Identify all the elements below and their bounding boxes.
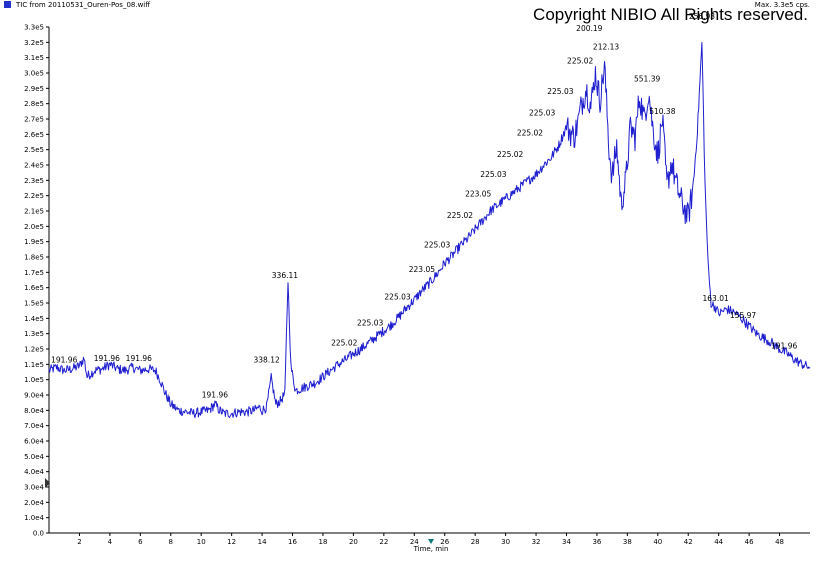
- y-tick-label: 1.9e5: [24, 238, 44, 246]
- peak-label: 191.96: [202, 391, 228, 400]
- y-tick-label: 1.7e5: [24, 269, 44, 277]
- x-tick-label: 6: [138, 538, 143, 546]
- x-tick-label: 30: [501, 538, 510, 546]
- x-tick-label: 16: [288, 538, 297, 546]
- y-tick-label: 1.6e5: [24, 284, 44, 292]
- series-legend-marker: [4, 1, 11, 8]
- tic-trace: [48, 42, 811, 419]
- x-tick-label: 26: [440, 538, 449, 546]
- y-tick-label: 1.4e5: [24, 315, 44, 323]
- y-tick-label: 5.0e4: [24, 453, 44, 461]
- y-tick-label: 1.5e5: [24, 300, 44, 308]
- x-tick-label: 22: [379, 538, 388, 546]
- y-tick-label: 2.4e5: [24, 162, 44, 170]
- x-tick-label: 2: [77, 538, 81, 546]
- peak-label: 510.38: [649, 107, 675, 116]
- y-tick-label: 7.0e4: [24, 422, 44, 430]
- x-tick-label: 32: [532, 538, 541, 546]
- peak-label: 336.11: [272, 271, 298, 280]
- peak-label: 225.02: [567, 56, 593, 65]
- y-tick-label: 1.2e5: [24, 346, 44, 354]
- peak-label: 155.97: [730, 311, 756, 320]
- peak-label: 225.03: [424, 240, 450, 249]
- x-tick-label: 8: [169, 538, 173, 546]
- peak-label: 200.19: [576, 24, 602, 33]
- peak-label: 223.05: [465, 190, 491, 199]
- x-tick-label: 24: [410, 538, 419, 546]
- peak-label: 551.39: [634, 75, 660, 84]
- peak-label: 191.96: [51, 355, 77, 364]
- peak-annotations: 191.96 191.96 191.96 191.96 338.12 336.11 225.…: [51, 12, 797, 400]
- y-tick-label: 2.9e5: [24, 85, 44, 93]
- y-tick-label: 1.3e5: [24, 330, 44, 338]
- x-tick-label: 44: [714, 538, 723, 546]
- x-tick-label: 46: [745, 538, 754, 546]
- peak-label: 338.12: [254, 355, 280, 364]
- current-time-marker-icon[interactable]: [428, 539, 434, 544]
- x-tick-label: 36: [592, 538, 601, 546]
- y-tick-label: 1.1e5: [24, 361, 44, 369]
- y-tick-label: 2.5e5: [24, 146, 44, 154]
- y-tick-label: 9.0e4: [24, 392, 44, 400]
- axes: [48, 27, 810, 534]
- peak-label: 191.96: [126, 354, 152, 363]
- peak-label: 225.02: [447, 211, 473, 220]
- x-tick-label: 4: [108, 538, 113, 546]
- peak-label: 225.02: [497, 150, 523, 159]
- peak-label: 225.03: [480, 170, 506, 179]
- peak-label: 225.03: [547, 87, 573, 96]
- x-tick-label: 14: [258, 538, 267, 546]
- peak-label: 225.03: [357, 319, 383, 328]
- y-tick-label: 4.0e4: [24, 468, 44, 476]
- peak-label: 212.13: [593, 43, 619, 52]
- y-tick-label: 2.0e5: [24, 223, 44, 231]
- peak-label: 225.02: [331, 338, 357, 347]
- x-tick-label: 38: [623, 538, 632, 546]
- peak-label: 225.03: [529, 108, 555, 117]
- y-tick-label: 2.6e5: [24, 131, 44, 139]
- x-ticks: 2 4 6 8 10 12 14 16 18 20 22 24 26 28 30 32 34 36 38 40 42 44…: [77, 533, 784, 546]
- y-tick-label: 8.0e4: [24, 407, 44, 415]
- x-tick-label: 10: [197, 538, 206, 546]
- y-tick-label: 0.0: [33, 530, 44, 538]
- x-tick-label: 40: [653, 538, 662, 546]
- x-tick-label: 34: [562, 538, 571, 546]
- y-tick-label: 2.1e5: [24, 208, 44, 216]
- y-tick-label: 3.3e5: [24, 24, 44, 32]
- peak-label: 225.02: [517, 128, 543, 137]
- y-tick-label: 3.0e4: [24, 484, 44, 492]
- x-axis-label: Time, min: [413, 545, 449, 553]
- y-tick-label: 2.0e4: [24, 499, 44, 507]
- y-tick-label: 1.0e5: [24, 376, 44, 384]
- peak-label: 191.96: [771, 342, 797, 351]
- y-ticks: 0.0 1.0e4 2.0e4 3.0e4 4.0e4 5.0e4 6.0e4 7.0e4 8.…: [24, 24, 49, 538]
- y-tick-label: 6.0e4: [24, 438, 44, 446]
- peak-label: 256.93: [689, 12, 715, 21]
- copyright-notice: Copyright NIBIO All Rights reserved.: [533, 5, 808, 24]
- y-tick-label: 3.0e5: [24, 70, 44, 78]
- y-tick-label: 2.8e5: [24, 100, 44, 108]
- x-tick-label: 28: [471, 538, 480, 546]
- threshold-arrow-icon[interactable]: [45, 478, 50, 488]
- peak-label: 225.03: [384, 292, 410, 301]
- peak-label: 163.01: [703, 294, 729, 303]
- peak-label: 223.05: [409, 265, 435, 274]
- x-tick-label: 20: [349, 538, 358, 546]
- max-intensity-label: Max. 3.3e5 cps.: [755, 1, 810, 9]
- y-tick-label: 2.7e5: [24, 116, 44, 124]
- y-tick-label: 3.2e5: [24, 39, 44, 47]
- y-tick-label: 1.0e4: [24, 514, 44, 522]
- x-tick-label: 18: [318, 538, 327, 546]
- y-tick-label: 2.2e5: [24, 192, 44, 200]
- y-tick-label: 3.1e5: [24, 54, 44, 62]
- x-tick-label: 42: [684, 538, 693, 546]
- y-tick-label: 2.3e5: [24, 177, 44, 185]
- x-tick-label: 48: [775, 538, 784, 546]
- chart-title: TIC from 20110531_Ouren-Pos_08.wiff: [15, 1, 150, 9]
- peak-label: 191.96: [94, 354, 120, 363]
- y-tick-label: 1.8e5: [24, 254, 44, 262]
- x-tick-label: 12: [227, 538, 236, 546]
